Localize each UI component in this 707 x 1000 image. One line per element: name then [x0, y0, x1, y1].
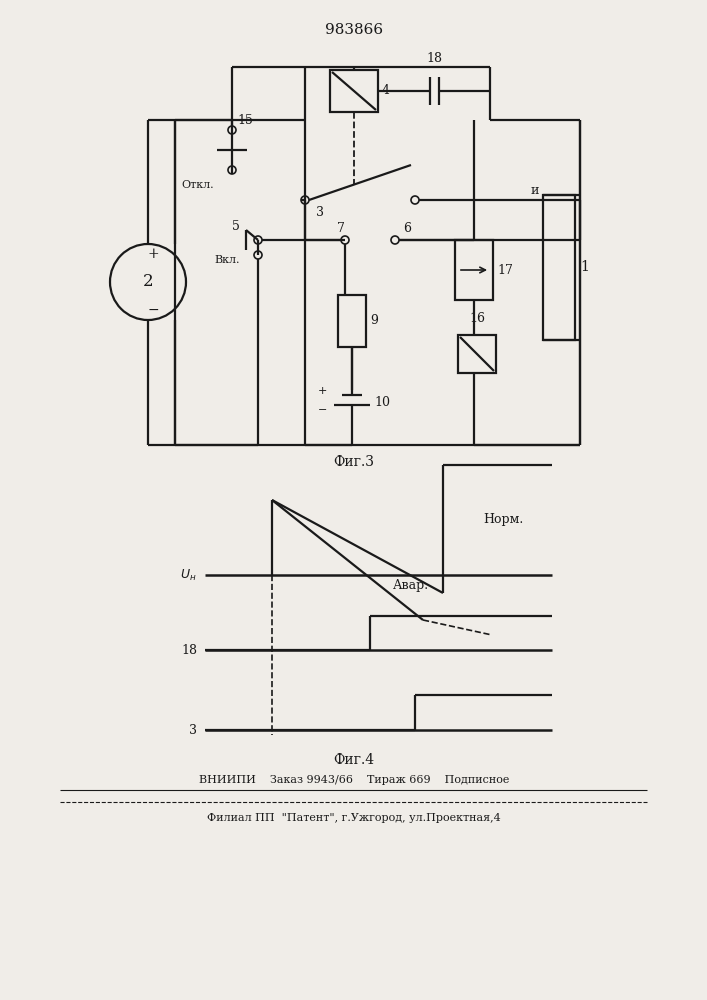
Text: Фиг.4: Фиг.4 — [334, 753, 375, 767]
Text: 6: 6 — [403, 222, 411, 234]
Text: 3: 3 — [316, 206, 324, 219]
Text: −: − — [317, 405, 327, 415]
Text: 16: 16 — [469, 312, 485, 325]
Text: 983866: 983866 — [325, 23, 383, 37]
Text: 2: 2 — [143, 273, 153, 290]
Text: Фиг.3: Фиг.3 — [334, 455, 375, 469]
Text: и: и — [531, 184, 539, 196]
Text: Филиал ПП  "Патент", г.Ужгород, ул.Проектная,4: Филиал ПП "Патент", г.Ужгород, ул.Проект… — [207, 813, 501, 823]
Text: 18: 18 — [426, 52, 442, 65]
Text: +: + — [317, 386, 327, 396]
Text: ВНИИПИ    Заказ 9943/66    Тираж 669    Подписное: ВНИИПИ Заказ 9943/66 Тираж 669 Подписное — [199, 775, 509, 785]
Bar — [455, 240, 493, 300]
Text: 7: 7 — [337, 222, 345, 234]
Bar — [338, 295, 366, 347]
Text: 5: 5 — [232, 220, 240, 232]
Text: 9: 9 — [370, 314, 378, 328]
Text: Норм.: Норм. — [483, 514, 523, 526]
Text: 3: 3 — [189, 724, 197, 736]
Text: Откл.: Откл. — [182, 180, 214, 190]
Bar — [458, 335, 496, 373]
Bar — [543, 195, 575, 340]
Bar — [330, 70, 378, 112]
Text: 17: 17 — [497, 263, 513, 276]
Text: 10: 10 — [374, 395, 390, 408]
Text: −: − — [147, 303, 159, 317]
Text: +: + — [147, 247, 159, 261]
Text: 18: 18 — [181, 644, 197, 656]
Text: $U_н$: $U_н$ — [180, 567, 197, 583]
Text: 1: 1 — [580, 260, 589, 274]
Text: Авар.: Авар. — [393, 578, 429, 591]
Text: Вкл.: Вкл. — [214, 255, 240, 265]
Text: 15: 15 — [237, 113, 253, 126]
Text: 4: 4 — [382, 85, 390, 98]
